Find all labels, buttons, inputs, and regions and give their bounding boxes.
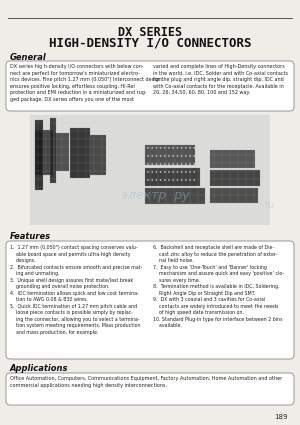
Circle shape (168, 179, 170, 181)
FancyBboxPatch shape (6, 241, 294, 359)
Bar (145, 145, 195, 165)
Circle shape (147, 155, 149, 157)
Circle shape (185, 147, 187, 149)
Bar (210, 188, 258, 203)
Circle shape (185, 171, 187, 173)
Text: 6.  Backshell and receptacle shell are made of Die-
    cast zinc alloy to reduc: 6. Backshell and receptacle shell are ma… (153, 245, 284, 328)
Circle shape (156, 171, 157, 173)
Text: Office Automation, Computers, Communications Equipment, Factory Automation, Home: Office Automation, Computers, Communicat… (10, 376, 282, 388)
Text: Applications: Applications (10, 364, 68, 373)
Circle shape (147, 179, 149, 181)
Bar (90, 135, 106, 175)
Circle shape (185, 163, 187, 165)
Text: Features: Features (10, 232, 51, 241)
Circle shape (181, 147, 182, 149)
Text: DX series hig h-density I/O connectors with below con-
nect are perfect for tomo: DX series hig h-density I/O connectors w… (10, 64, 162, 102)
Circle shape (160, 147, 161, 149)
Circle shape (147, 163, 149, 165)
Text: DX SERIES: DX SERIES (118, 26, 182, 39)
Circle shape (152, 155, 153, 157)
Text: HIGH-DENSITY I/O CONNECTORS: HIGH-DENSITY I/O CONNECTORS (49, 36, 251, 49)
Bar (35, 120, 43, 190)
Circle shape (160, 179, 161, 181)
Circle shape (189, 155, 191, 157)
Circle shape (168, 163, 170, 165)
Circle shape (194, 155, 195, 157)
Circle shape (168, 147, 170, 149)
Bar (145, 188, 205, 204)
Circle shape (156, 155, 157, 157)
Circle shape (164, 155, 166, 157)
Circle shape (194, 163, 195, 165)
Circle shape (156, 147, 157, 149)
Circle shape (189, 171, 191, 173)
Circle shape (172, 155, 174, 157)
Circle shape (172, 171, 174, 173)
Text: электр  ру: электр ру (121, 189, 189, 201)
Circle shape (152, 147, 153, 149)
Bar (210, 170, 260, 186)
Text: 1.  1.27 mm (0.050") contact spacing conserves valu-
    able board space and pe: 1. 1.27 mm (0.050") contact spacing cons… (10, 245, 142, 335)
Circle shape (147, 147, 149, 149)
Circle shape (164, 179, 166, 181)
Circle shape (181, 163, 182, 165)
Text: varied and complete lines of High-Density connectors
in the world, i.e. IDC, Sol: varied and complete lines of High-Densit… (153, 64, 288, 95)
Circle shape (177, 155, 178, 157)
Circle shape (185, 179, 187, 181)
Bar (35, 130, 53, 175)
Bar (145, 168, 200, 186)
Bar (55, 133, 69, 171)
FancyBboxPatch shape (6, 373, 294, 405)
Circle shape (160, 171, 161, 173)
Circle shape (168, 155, 170, 157)
Circle shape (152, 171, 153, 173)
Circle shape (152, 179, 153, 181)
Circle shape (181, 171, 182, 173)
Circle shape (160, 155, 161, 157)
Bar (30, 115, 270, 225)
Circle shape (181, 179, 182, 181)
Circle shape (189, 163, 191, 165)
Text: 189: 189 (274, 414, 288, 420)
Circle shape (152, 163, 153, 165)
Circle shape (164, 163, 166, 165)
Circle shape (185, 155, 187, 157)
Circle shape (168, 171, 170, 173)
Circle shape (172, 147, 174, 149)
Circle shape (164, 147, 166, 149)
Circle shape (172, 163, 174, 165)
Circle shape (194, 147, 195, 149)
Bar (70, 128, 90, 178)
Bar (210, 150, 255, 168)
Circle shape (181, 155, 182, 157)
Circle shape (177, 163, 178, 165)
Bar (50, 118, 56, 183)
Circle shape (177, 179, 178, 181)
Circle shape (172, 179, 174, 181)
Circle shape (177, 171, 178, 173)
Circle shape (156, 179, 157, 181)
Circle shape (189, 147, 191, 149)
Circle shape (177, 147, 178, 149)
Circle shape (194, 179, 195, 181)
Text: General: General (10, 53, 47, 62)
Circle shape (164, 171, 166, 173)
Circle shape (147, 171, 149, 173)
Circle shape (156, 163, 157, 165)
Circle shape (194, 171, 195, 173)
Circle shape (189, 179, 191, 181)
Text: ru: ru (265, 200, 275, 210)
Circle shape (160, 163, 161, 165)
FancyBboxPatch shape (6, 61, 294, 111)
